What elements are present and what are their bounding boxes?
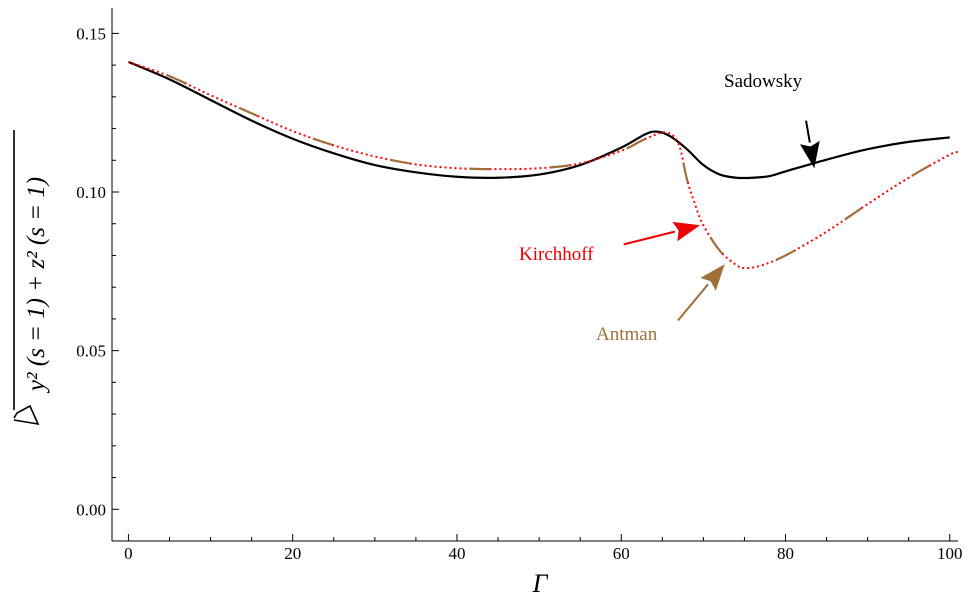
y-tick-label: 0.05 <box>76 342 106 361</box>
x-axis-label: Γ <box>532 569 549 598</box>
ticks: 0 20 40 60 80 100 0.00 0.05 0.10 0.15 <box>76 24 962 563</box>
annotation-arrowhead-antman <box>700 264 725 291</box>
y-axis-label-group: y² (s = 1) + z² (s = 1) <box>13 130 50 426</box>
axes <box>111 8 958 542</box>
series-layer <box>127 60 959 270</box>
x-tick-label: 0 <box>124 544 133 563</box>
annotation-label-sadowsky: Sadowsky <box>724 71 803 92</box>
series-line-sadowsky <box>127 60 950 180</box>
annotation-arrow-kirchhoff <box>623 230 676 246</box>
x-tick-label: 80 <box>777 544 794 563</box>
x-tick-label: 40 <box>448 544 465 563</box>
annotation-arrowhead-kirchhoff <box>672 221 701 242</box>
y-tick-label: 0.15 <box>76 24 106 43</box>
annotation-arrow-antman <box>677 283 709 322</box>
y-tick-label: 0.10 <box>76 183 106 202</box>
annotation-arrow-sadowsky <box>805 120 811 143</box>
y-axis-label: y² (s = 1) + z² (s = 1) <box>23 177 50 394</box>
x-tick-label: 100 <box>937 544 963 563</box>
x-tick-label: 60 <box>613 544 630 563</box>
series-line-kirchhoff <box>128 60 959 270</box>
x-tick-label: 20 <box>284 544 301 563</box>
sqrt-sign <box>13 130 40 426</box>
y-tick-label: 0.00 <box>76 500 106 519</box>
series-line-antman <box>128 60 959 270</box>
annotation-label-kirchhoff: Kirchhoff <box>519 244 594 265</box>
annotations-layer: Sadowsky Kirchhoff Antman <box>519 71 820 345</box>
annotation-label-antman: Antman <box>596 324 658 345</box>
annotation-arrowhead-sadowsky <box>800 140 820 169</box>
